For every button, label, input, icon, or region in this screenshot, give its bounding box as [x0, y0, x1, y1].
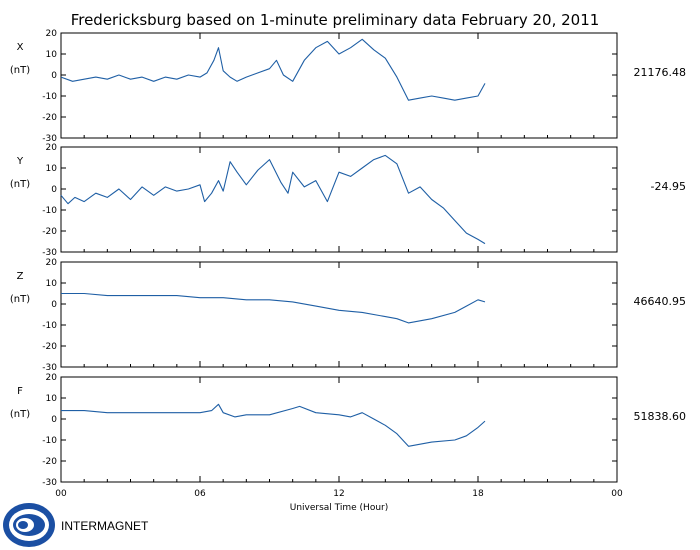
unit-label-y: (nT): [10, 179, 30, 190]
unit-label-f: (nT): [10, 409, 30, 420]
panel-frame-y: [60, 146, 618, 253]
x-tick-label: 12: [333, 489, 344, 499]
y-tick-label-z: 0: [51, 300, 57, 310]
baseline-value-z: 46640.95: [634, 295, 687, 308]
baseline-value-x: 21176.48: [634, 66, 687, 79]
y-tick-label-z: 20: [46, 258, 58, 268]
panel-frame-z: [60, 261, 618, 368]
series-line-x: [60, 38, 486, 101]
y-tick-label-y: -10: [42, 206, 57, 216]
y-tick-label-f: 0: [51, 415, 57, 425]
component-label-y: Y: [16, 156, 24, 167]
y-tick-label-z: 10: [46, 279, 58, 289]
y-tick-label-x: -20: [42, 113, 57, 123]
panels: 20 10 0 -10 -20 -30 X (nT) 21176.48 20 10 0 -10 -20 -3…: [10, 29, 686, 499]
unit-label-z: (nT): [10, 294, 30, 305]
series-line-y: [60, 154, 486, 245]
y-tick-label-y: -20: [42, 227, 57, 237]
y-tick-label-z: -10: [42, 321, 57, 331]
component-label-z: Z: [17, 271, 24, 282]
series-line-z: [61, 292, 486, 324]
baseline-value-y: -24.95: [651, 180, 686, 193]
y-tick-label-x: -10: [42, 92, 57, 102]
y-tick-label-f: -30: [42, 478, 57, 488]
unit-label-x: (nT): [10, 65, 30, 76]
panel-frame-x: [60, 32, 618, 139]
y-tick-label-x: 0: [51, 71, 57, 81]
y-tick-label-f: 20: [46, 373, 58, 383]
y-tick-label-x: 20: [46, 29, 58, 39]
panel-frame-f: [60, 376, 618, 483]
component-label-x: X: [17, 42, 24, 53]
chart-title: Fredericksburg based on 1-minute prelimi…: [71, 11, 600, 29]
x-tick-label: 00: [611, 489, 623, 499]
y-tick-label-y: 20: [46, 143, 58, 153]
y-tick-label-f: -10: [42, 436, 57, 446]
intermagnet-label: INTERMAGNET: [61, 519, 149, 533]
component-label-f: F: [17, 386, 23, 397]
y-tick-label-y: 0: [51, 185, 57, 195]
x-axis-label: Universal Time (Hour): [290, 503, 389, 513]
baseline-value-f: 51838.60: [634, 410, 687, 423]
x-tick-label: 18: [472, 489, 484, 499]
y-tick-label-x: 10: [46, 50, 58, 60]
y-tick-label-y: 10: [46, 164, 58, 174]
y-tick-label-x: -30: [42, 134, 57, 144]
y-tick-label-f: -20: [42, 457, 57, 467]
x-tick-label: 06: [194, 489, 206, 499]
y-tick-label-f: 10: [46, 394, 58, 404]
intermagnet-logo-icon: [3, 503, 55, 547]
x-tick-label: 00: [55, 489, 67, 499]
y-tick-label-z: -30: [42, 363, 57, 373]
series-line-f: [61, 403, 486, 447]
y-tick-label-y: -30: [42, 248, 57, 258]
y-tick-label-z: -20: [42, 342, 57, 352]
